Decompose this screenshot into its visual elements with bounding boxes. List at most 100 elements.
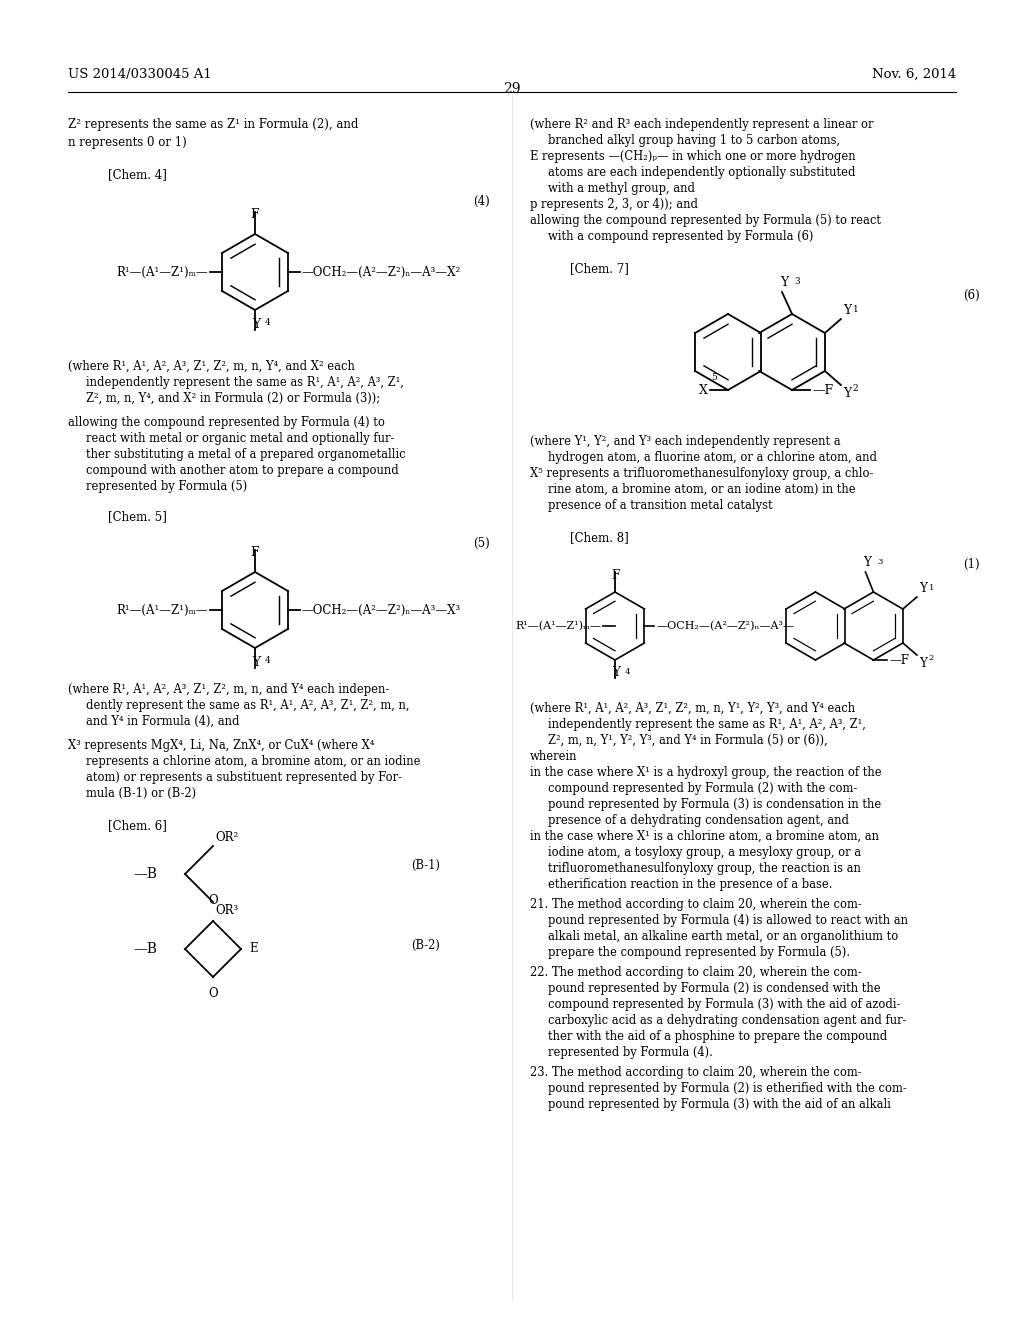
- Text: pound represented by Formula (3) with the aid of an alkali: pound represented by Formula (3) with th…: [548, 1098, 891, 1111]
- Text: [Chem. 6]: [Chem. 6]: [108, 818, 167, 832]
- Text: atoms are each independently optionally substituted: atoms are each independently optionally …: [548, 166, 855, 180]
- Text: (B-1): (B-1): [411, 859, 440, 873]
- Text: Nov. 6, 2014: Nov. 6, 2014: [871, 69, 956, 81]
- Text: —OCH₂—(A²—Z²)ₙ—A³—X³: —OCH₂—(A²—Z²)ₙ—A³—X³: [302, 603, 461, 616]
- Text: 2: 2: [929, 653, 934, 663]
- Text: F: F: [611, 569, 620, 582]
- Text: Z² represents the same as Z¹ in Formula (2), and: Z² represents the same as Z¹ in Formula …: [68, 117, 358, 131]
- Text: —F: —F: [890, 653, 909, 667]
- Text: Z², m, n, Y¹, Y², Y³, and Y⁴ in Formula (5) or (6)),: Z², m, n, Y¹, Y², Y³, and Y⁴ in Formula …: [548, 734, 827, 747]
- Text: compound with another atom to prepare a compound: compound with another atom to prepare a …: [86, 465, 398, 477]
- Text: Y: Y: [252, 318, 260, 331]
- Text: p represents 2, 3, or 4)); and: p represents 2, 3, or 4)); and: [530, 198, 698, 211]
- Text: presence of a dehydrating condensation agent, and: presence of a dehydrating condensation a…: [548, 814, 849, 828]
- Text: X³ represents MgX⁴, Li, Na, ZnX⁴, or CuX⁴ (where X⁴: X³ represents MgX⁴, Li, Na, ZnX⁴, or CuX…: [68, 739, 375, 752]
- Text: carboxylic acid as a dehydrating condensation agent and fur-: carboxylic acid as a dehydrating condens…: [548, 1014, 906, 1027]
- Text: E: E: [249, 942, 258, 956]
- Text: allowing the compound represented by Formula (4) to: allowing the compound represented by For…: [68, 416, 385, 429]
- Text: hydrogen atom, a fluorine atom, or a chlorine atom, and: hydrogen atom, a fluorine atom, or a chl…: [548, 451, 877, 465]
- Text: compound represented by Formula (2) with the com-: compound represented by Formula (2) with…: [548, 781, 857, 795]
- Text: Y: Y: [919, 582, 927, 595]
- Text: represents a chlorine atom, a bromine atom, or an iodine: represents a chlorine atom, a bromine at…: [86, 755, 421, 768]
- Text: pound represented by Formula (4) is allowed to react with an: pound represented by Formula (4) is allo…: [548, 913, 908, 927]
- Text: 1: 1: [929, 583, 934, 591]
- Text: OR²: OR²: [215, 832, 239, 843]
- Text: pound represented by Formula (3) is condensation in the: pound represented by Formula (3) is cond…: [548, 799, 882, 810]
- Text: Y: Y: [863, 556, 871, 569]
- Text: F: F: [251, 209, 259, 220]
- Text: (where R¹, A¹, A², A³, Z¹, Z², m, n, Y⁴, and X² each: (where R¹, A¹, A², A³, Z¹, Z², m, n, Y⁴,…: [68, 360, 355, 374]
- Text: 3: 3: [794, 277, 800, 286]
- Text: wherein: wherein: [530, 750, 578, 763]
- Text: R¹—(A¹—Z¹)ₘ—: R¹—(A¹—Z¹)ₘ—: [117, 603, 208, 616]
- Text: Y: Y: [843, 304, 851, 317]
- Text: O: O: [208, 894, 218, 907]
- Text: n represents 0 or 1): n represents 0 or 1): [68, 136, 186, 149]
- Text: mula (B-1) or (B-2): mula (B-1) or (B-2): [86, 787, 197, 800]
- Text: —B: —B: [133, 867, 157, 880]
- Text: (6): (6): [964, 289, 980, 302]
- Text: ​22​. The method according to claim ​20​, wherein the com-: ​22​. The method according to claim ​20​…: [530, 966, 861, 979]
- Text: Y: Y: [780, 276, 788, 289]
- Text: with a compound represented by Formula (6): with a compound represented by Formula (…: [548, 230, 813, 243]
- Text: —OCH₂—(A²—Z²)ₙ—A³—X²: —OCH₂—(A²—Z²)ₙ—A³—X²: [302, 265, 461, 279]
- Text: —F: —F: [812, 384, 834, 396]
- Text: (B-2): (B-2): [411, 939, 440, 952]
- Text: (where R¹, A¹, A², A³, Z¹, Z², m, n, Y¹, Y², Y³, and Y⁴ each: (where R¹, A¹, A², A³, Z¹, Z², m, n, Y¹,…: [530, 702, 855, 715]
- Text: presence of a transition metal catalyst: presence of a transition metal catalyst: [548, 499, 773, 512]
- Text: etherification reaction in the presence of a base.: etherification reaction in the presence …: [548, 878, 833, 891]
- Text: and Y⁴ in Formula (4), and: and Y⁴ in Formula (4), and: [86, 715, 240, 729]
- Text: ​23​. The method according to claim ​20​, wherein the com-: ​23​. The method according to claim ​20​…: [530, 1067, 861, 1078]
- Text: X⁵ represents a trifluoromethanesulfonyloxy group, a chlo-: X⁵ represents a trifluoromethanesulfonyl…: [530, 467, 873, 480]
- Text: [Chem. 5]: [Chem. 5]: [108, 510, 167, 523]
- Text: in the case where X¹ is a chlorine atom, a bromine atom, an: in the case where X¹ is a chlorine atom,…: [530, 830, 879, 843]
- Text: (where Y¹, Y², and Y³ each independently represent a: (where Y¹, Y², and Y³ each independently…: [530, 436, 841, 447]
- Text: (1): (1): [964, 558, 980, 572]
- Text: OR³: OR³: [215, 904, 239, 917]
- Text: alkali metal, an alkaline earth metal, or an organolithium to: alkali metal, an alkaline earth metal, o…: [548, 931, 898, 942]
- Text: independently represent the same as R¹, A¹, A², A³, Z¹,: independently represent the same as R¹, …: [548, 718, 866, 731]
- Text: (4): (4): [473, 195, 490, 209]
- Text: Z², m, n, Y⁴, and X² in Formula (2) or Formula (3));: Z², m, n, Y⁴, and X² in Formula (2) or F…: [86, 392, 380, 405]
- Text: 4: 4: [265, 656, 270, 665]
- Text: E represents —(CH₂)ₚ— in which one or more hydrogen: E represents —(CH₂)ₚ— in which one or mo…: [530, 150, 856, 162]
- Text: dently represent the same as R¹, A¹, A², A³, Z¹, Z², m, n,: dently represent the same as R¹, A¹, A²,…: [86, 700, 410, 711]
- Text: branched alkyl group having 1 to 5 carbon atoms,: branched alkyl group having 1 to 5 carbo…: [548, 135, 840, 147]
- Text: O: O: [208, 987, 218, 1001]
- Text: —B: —B: [133, 942, 157, 956]
- Text: independently represent the same as R¹, A¹, A², A³, Z¹,: independently represent the same as R¹, …: [86, 376, 403, 389]
- Text: Y: Y: [843, 387, 851, 400]
- Text: compound represented by Formula (3) with the aid of azodi-: compound represented by Formula (3) with…: [548, 998, 900, 1011]
- Text: [Chem. 4]: [Chem. 4]: [108, 168, 167, 181]
- Text: react with metal or organic metal and optionally fur-: react with metal or organic metal and op…: [86, 432, 394, 445]
- Text: iodine atom, a tosyloxy group, a mesyloxy group, or a: iodine atom, a tosyloxy group, a mesylox…: [548, 846, 861, 859]
- Text: with a methyl group, and: with a methyl group, and: [548, 182, 695, 195]
- Text: (5): (5): [473, 537, 490, 550]
- Text: 4: 4: [265, 318, 270, 327]
- Text: F: F: [251, 546, 259, 558]
- Text: ​21​. The method according to claim ​20​, wherein the com-: ​21​. The method according to claim ​20​…: [530, 898, 862, 911]
- Text: (where R¹, A¹, A², A³, Z¹, Z², m, n, and Y⁴ each indepen-: (where R¹, A¹, A², A³, Z¹, Z², m, n, and…: [68, 682, 389, 696]
- Text: prepare the compound represented by Formula (5).: prepare the compound represented by Form…: [548, 946, 850, 960]
- Text: —OCH₂—(A²—Z²)ₙ—A³—: —OCH₂—(A²—Z²)ₙ—A³—: [656, 620, 795, 631]
- Text: Y: Y: [252, 656, 260, 669]
- Text: (where R² and R³ each independently represent a linear or: (where R² and R³ each independently repr…: [530, 117, 873, 131]
- Text: allowing the compound represented by Formula (5) to react: allowing the compound represented by For…: [530, 214, 881, 227]
- Text: R¹—(A¹—Z¹)ₘ—: R¹—(A¹—Z¹)ₘ—: [117, 265, 208, 279]
- Text: in the case where X¹ is a hydroxyl group, the reaction of the: in the case where X¹ is a hydroxyl group…: [530, 766, 882, 779]
- Text: rine atom, a bromine atom, or an iodine atom) in the: rine atom, a bromine atom, or an iodine …: [548, 483, 856, 496]
- Text: atom) or represents a substituent represented by For-: atom) or represents a substituent repres…: [86, 771, 402, 784]
- Text: ther with the aid of a phosphine to prepare the compound: ther with the aid of a phosphine to prep…: [548, 1030, 887, 1043]
- Text: represented by Formula (4).: represented by Formula (4).: [548, 1045, 713, 1059]
- Text: pound represented by Formula (2) is condensed with the: pound represented by Formula (2) is cond…: [548, 982, 881, 995]
- Text: [Chem. 8]: [Chem. 8]: [570, 531, 629, 544]
- Text: ther substituting a metal of a prepared organometallic: ther substituting a metal of a prepared …: [86, 447, 406, 461]
- Text: pound represented by Formula (2) is etherified with the com-: pound represented by Formula (2) is ethe…: [548, 1082, 906, 1096]
- Text: 1: 1: [853, 305, 859, 314]
- Text: represented by Formula (5): represented by Formula (5): [86, 480, 247, 492]
- Text: 4: 4: [625, 668, 631, 676]
- Text: trifluoromethanesulfonyloxy group, the reaction is an: trifluoromethanesulfonyloxy group, the r…: [548, 862, 861, 875]
- Text: 5: 5: [711, 374, 717, 381]
- Text: R¹—(A¹—Z¹)ₘ—: R¹—(A¹—Z¹)ₘ—: [515, 620, 601, 631]
- Text: 2: 2: [853, 384, 858, 393]
